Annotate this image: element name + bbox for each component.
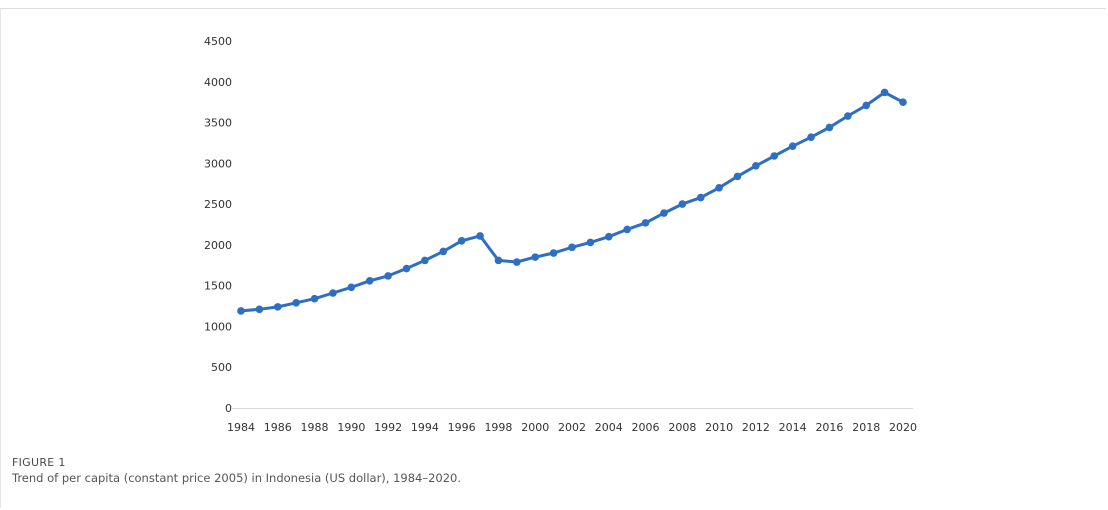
x-tick-label: 2002 [558, 421, 586, 434]
x-tick-label: 1988 [301, 421, 329, 434]
x-tick-label: 1996 [448, 421, 476, 434]
data-point [715, 184, 723, 192]
data-point [421, 256, 429, 265]
data-point [457, 237, 466, 245]
data-point [531, 253, 540, 261]
x-tick-label: 1990 [337, 421, 365, 434]
y-tick-label: 1500 [204, 280, 232, 293]
x-tick-label: 1986 [264, 421, 292, 434]
x-tick-label: 2014 [779, 421, 807, 434]
data-point [568, 243, 576, 252]
x-tick-label: 1994 [411, 421, 439, 434]
y-axis-ticks: 0 500 1000 1500 2000 2500 3000 3500 4000 4500 [204, 35, 232, 415]
y-tick-label: 1000 [204, 320, 232, 333]
y-tick-label: 4000 [204, 76, 232, 89]
data-point [513, 258, 521, 266]
x-tick-label: 2018 [852, 421, 880, 434]
data-point [678, 200, 687, 208]
series-line [240, 90, 904, 313]
data-point [310, 294, 319, 303]
data-point [825, 123, 834, 132]
data-point [880, 88, 889, 97]
x-tick-label: 2010 [705, 421, 733, 434]
x-tick-label: 2006 [632, 421, 660, 434]
series-group [237, 88, 907, 315]
data-point [365, 276, 374, 285]
y-tick-label: 0 [225, 402, 232, 415]
line-chart: 0 500 1000 1500 2000 2500 3000 3500 4000 4500 198… [204, 35, 917, 434]
data-point [237, 307, 245, 315]
data-point [660, 209, 668, 217]
data-point [899, 98, 907, 106]
figure-frame [0, 8, 1106, 508]
data-point [273, 303, 282, 311]
data-point [641, 219, 650, 227]
y-tick-label: 4500 [204, 35, 232, 48]
x-axis-ticks: 1984 1986 1988 1990 1992 1994 1996 1998 2000 2002… [227, 421, 917, 434]
y-tick-label: 2000 [204, 239, 232, 252]
figure-caption: Trend of per capita (constant price 2005… [12, 471, 462, 485]
x-tick-label: 1992 [374, 421, 402, 434]
x-tick-label: 2012 [742, 421, 770, 434]
data-point [862, 101, 871, 110]
data-point [347, 283, 356, 292]
y-tick-label: 3000 [204, 157, 232, 170]
x-tick-label: 2016 [815, 421, 843, 434]
data-point [384, 272, 392, 280]
data-point [476, 232, 484, 240]
data-point [329, 289, 337, 297]
x-tick-label: 2000 [521, 421, 549, 434]
x-tick-label: 1984 [227, 421, 255, 434]
figure-label: FIGURE 1 [12, 456, 66, 469]
data-point [586, 238, 595, 247]
data-point [623, 225, 631, 234]
data-point [604, 232, 613, 241]
y-tick-label: 3500 [204, 117, 232, 130]
data-point [292, 298, 300, 307]
data-point [844, 112, 852, 120]
data-point [549, 249, 558, 257]
x-tick-label: 2004 [595, 421, 623, 434]
x-tick-label: 1998 [484, 421, 512, 434]
y-tick-label: 2500 [204, 198, 232, 211]
data-point [494, 256, 503, 265]
x-tick-label: 2008 [668, 421, 696, 434]
data-point [752, 161, 760, 170]
data-point [439, 247, 448, 256]
data-point [402, 264, 411, 273]
data-point [788, 142, 797, 151]
y-tick-label: 500 [211, 361, 232, 374]
data-point [770, 152, 779, 160]
data-point [733, 172, 742, 181]
data-point [696, 193, 705, 202]
data-point [255, 305, 264, 314]
x-tick-label: 2020 [889, 421, 917, 434]
data-point [807, 133, 815, 142]
